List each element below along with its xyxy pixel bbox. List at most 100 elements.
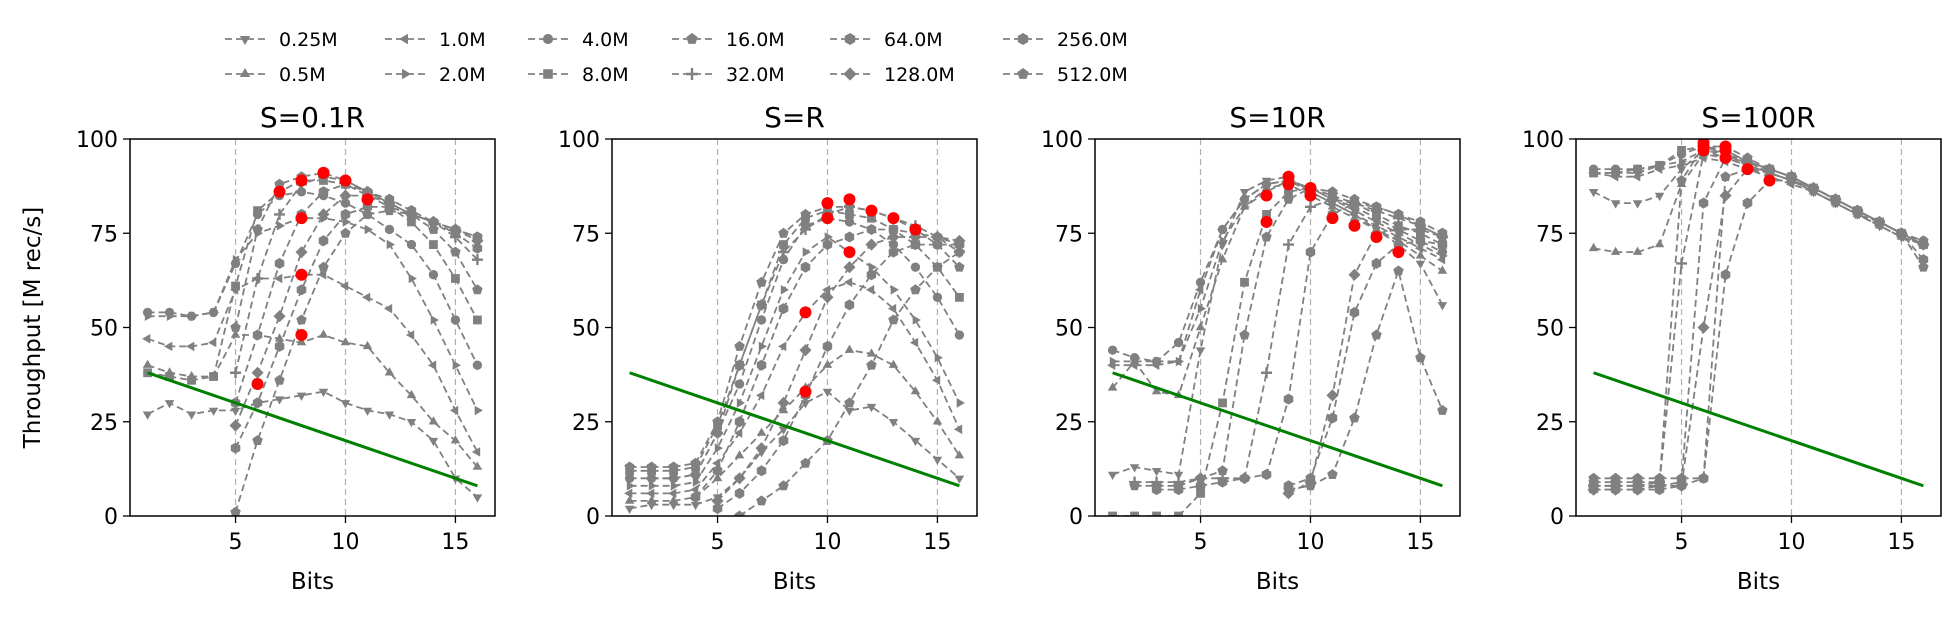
series-512.0M [1283,265,1448,495]
legend-label: 256.0M [1057,29,1128,51]
peak-point [1260,189,1273,202]
y-tick-label: 75 [1055,222,1083,247]
data-point [384,411,395,420]
data-point [1588,242,1599,252]
data-point [451,274,460,283]
series-128.0M [711,231,966,507]
data-point [318,329,329,338]
data-point [756,276,767,287]
data-point [888,359,899,368]
data-point [1677,145,1686,155]
data-point [1217,224,1228,235]
series-line [234,194,478,426]
data-point [274,374,285,385]
data-point [1195,480,1206,492]
data-point [430,315,439,325]
series-0.25M [1107,173,1448,480]
series-line [234,175,479,373]
data-point [1349,412,1360,423]
data-point [471,447,481,457]
data-point [778,435,789,447]
y-tick-label: 75 [90,222,118,247]
data-point [910,386,921,395]
data-point [1415,250,1426,259]
data-point [843,261,856,274]
data-point [230,442,241,454]
data-point [1588,189,1599,198]
data-point [362,208,373,219]
data-point [887,303,897,314]
peak-point [1763,174,1776,187]
data-point [1261,231,1272,242]
data-point [1326,193,1338,205]
data-point [1282,239,1294,251]
data-point [362,340,373,350]
panel-title: S=0.1R [260,101,365,134]
series-line [1593,179,1925,491]
data-point [910,262,921,272]
data-point [472,494,483,503]
data-point [229,419,242,432]
data-point [712,503,723,514]
series-1.0M [624,277,963,499]
data-point [230,506,241,516]
data-point [1393,208,1404,220]
data-point [1283,193,1294,204]
y-tick-label: 50 [572,317,600,342]
data-point [230,258,241,269]
data-point [1151,468,1162,477]
series-line [629,235,961,487]
data-point [1219,236,1228,246]
data-point [1917,238,1930,251]
data-point [844,231,855,243]
data-point [1151,386,1162,395]
data-point [1239,329,1250,340]
series-line [147,179,479,382]
data-point [1392,223,1405,236]
data-point [1830,193,1841,204]
data-point [231,281,240,291]
data-point [1197,303,1206,314]
data-point [867,213,876,223]
series-512.0M [734,246,965,516]
legend-marker [686,68,698,80]
data-point [888,419,899,428]
series-line [629,390,960,510]
data-point [164,307,175,318]
data-point [340,281,349,291]
data-point [734,428,743,438]
data-point [778,480,789,491]
data-point [342,217,351,227]
series-4.0M [624,213,965,483]
data-point [1108,511,1117,516]
data-point [778,426,789,435]
data-point [274,178,285,189]
series-0.25M [142,388,483,503]
y-tick-label: 0 [586,505,600,530]
series-line [716,243,960,510]
data-point [1195,277,1206,287]
peak-point [1719,140,1732,153]
data-point [1239,189,1250,198]
data-point [1589,168,1598,178]
reference-line [147,371,478,488]
data-point [1371,257,1382,269]
data-point [646,495,657,504]
data-point [1632,246,1643,255]
data-point [406,239,417,250]
data-point [428,416,439,425]
data-point [187,375,196,385]
series-line [1593,149,1924,487]
peak-point [1304,182,1317,195]
peak-point [251,378,264,391]
peak-point [843,246,856,259]
series-line [1288,267,1444,491]
data-point [274,273,283,284]
data-point [230,367,242,379]
data-point [800,208,811,219]
data-point [932,456,943,465]
data-point [274,257,285,269]
data-point [646,501,657,511]
data-point [1697,321,1710,334]
